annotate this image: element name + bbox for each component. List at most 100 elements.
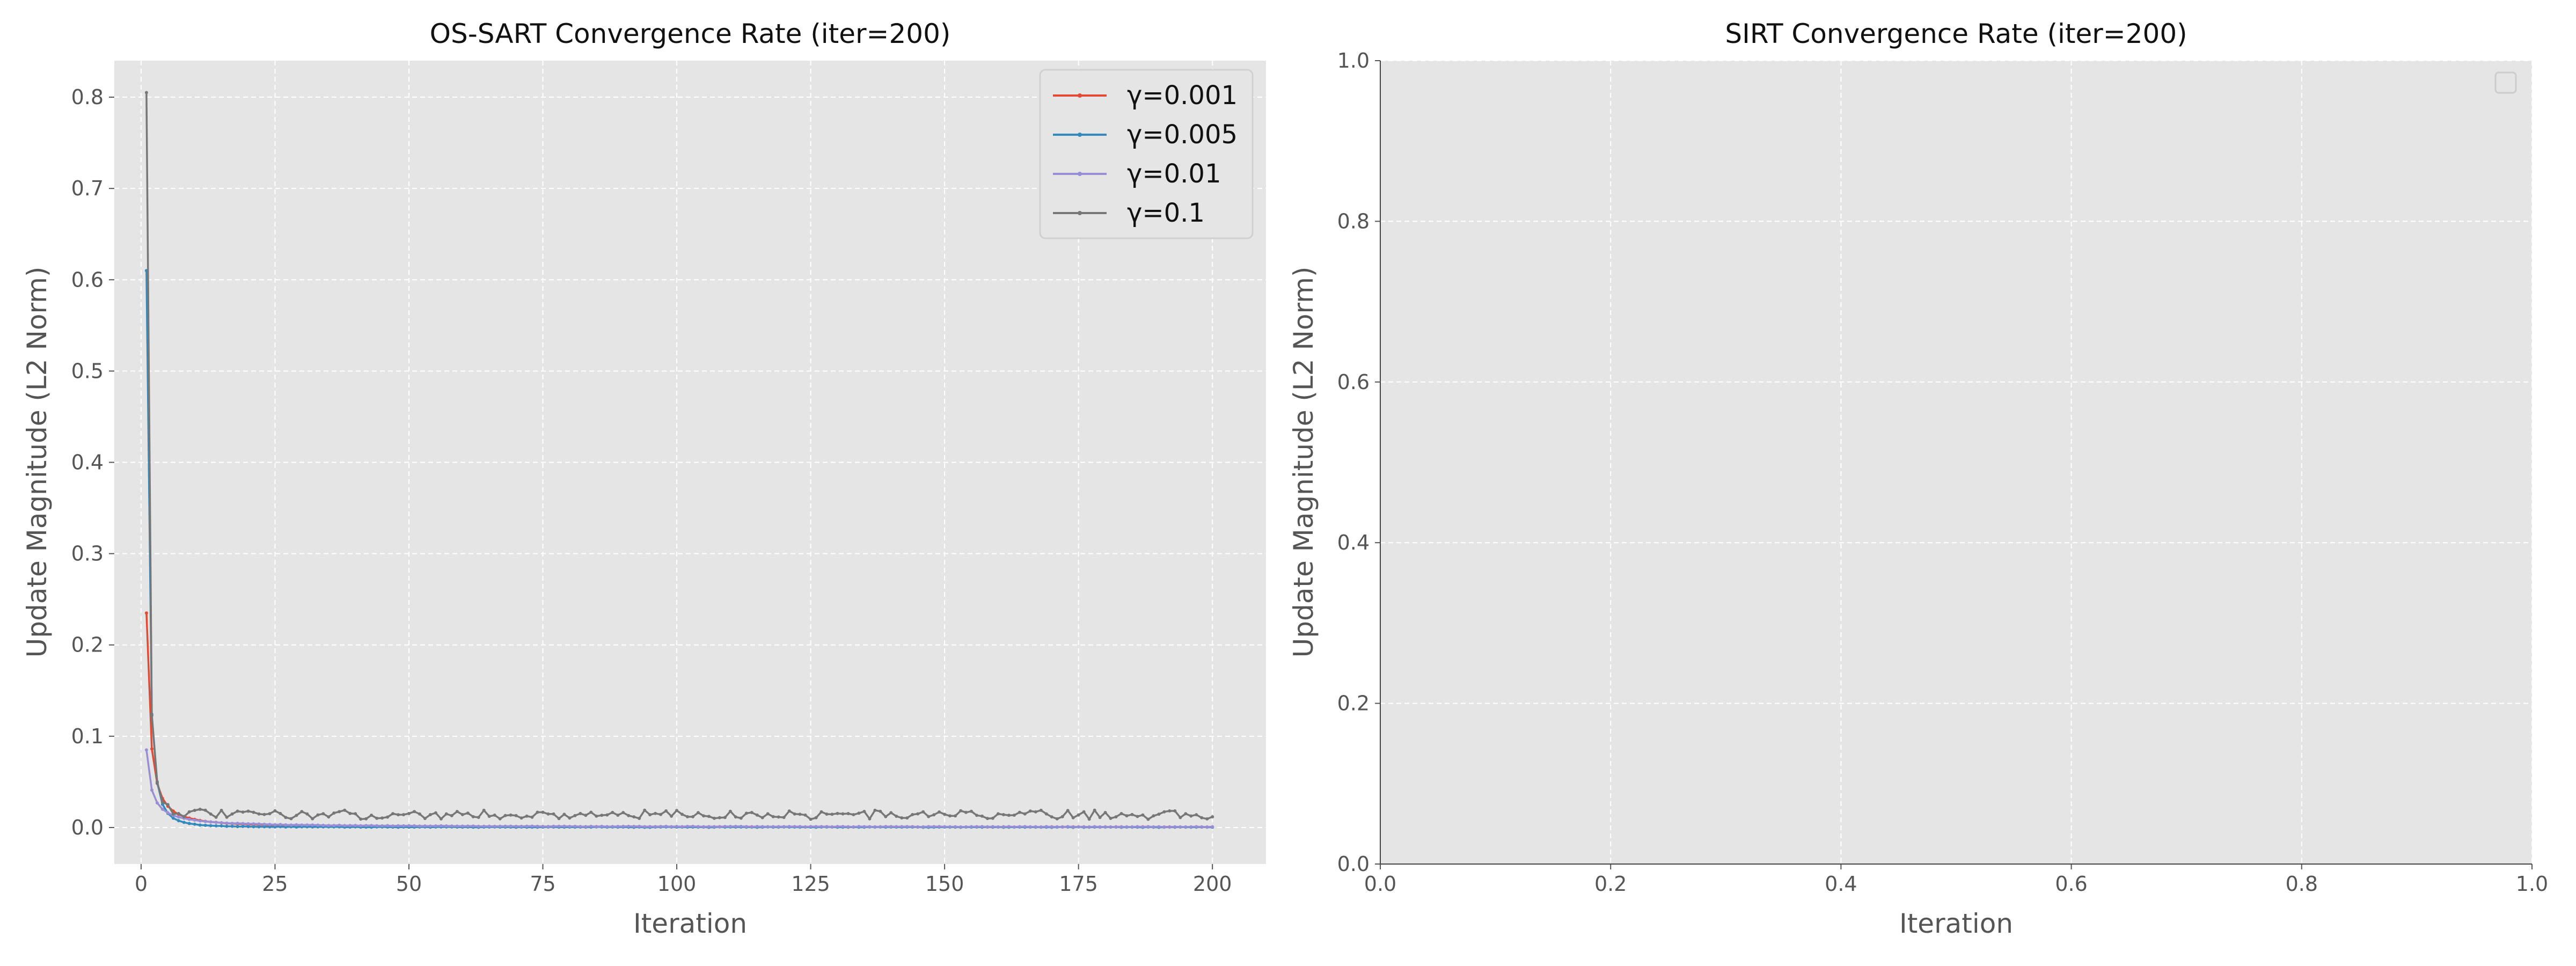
os-sart-grid	[114, 61, 1266, 864]
data-point-gamma-0.01	[391, 824, 394, 828]
data-point-gamma-0.005	[257, 825, 261, 829]
data-point-gamma-0.01	[600, 824, 604, 828]
data-point-gamma-0.01	[514, 824, 518, 828]
data-point-gamma-0.1	[889, 811, 893, 815]
data-point-gamma-0.1	[1055, 817, 1059, 821]
data-point-gamma-0.1	[1205, 817, 1209, 821]
data-point-gamma-0.01	[359, 824, 363, 828]
data-point-gamma-0.1	[1050, 815, 1053, 819]
data-point-gamma-0.01	[482, 824, 486, 828]
data-point-gamma-0.1	[519, 816, 523, 820]
data-point-gamma-0.1	[525, 814, 529, 818]
data-point-gamma-0.1	[552, 812, 555, 816]
data-point-gamma-0.1	[1060, 815, 1064, 818]
data-point-gamma-0.01	[943, 825, 947, 829]
data-point-gamma-0.1	[187, 810, 191, 814]
data-point-gamma-0.1	[873, 808, 877, 812]
data-point-gamma-0.01	[846, 825, 850, 829]
data-point-gamma-0.1	[150, 714, 153, 718]
data-point-gamma-0.1	[750, 811, 753, 814]
data-point-gamma-0.1	[959, 809, 963, 813]
data-point-gamma-0.01	[932, 825, 936, 829]
sirt-plot-area	[1380, 61, 2532, 864]
data-point-gamma-0.1	[418, 812, 421, 816]
data-point-gamma-0.005	[219, 824, 223, 828]
data-point-gamma-0.1	[428, 813, 432, 816]
data-point-gamma-0.1	[723, 816, 727, 819]
data-point-gamma-0.1	[675, 809, 678, 813]
data-point-gamma-0.1	[782, 816, 786, 819]
data-point-gamma-0.01	[836, 825, 839, 829]
data-point-gamma-0.01	[895, 825, 898, 829]
data-point-gamma-0.01	[203, 819, 207, 823]
data-point-gamma-0.01	[279, 823, 282, 826]
data-point-gamma-0.01	[1136, 825, 1139, 829]
data-point-gamma-0.1	[760, 816, 764, 819]
data-point-gamma-0.1	[343, 808, 347, 812]
data-point-gamma-0.01	[257, 822, 261, 826]
data-point-gamma-0.1	[1179, 816, 1182, 819]
data-point-gamma-0.01	[289, 823, 293, 827]
data-point-gamma-0.1	[638, 817, 641, 820]
data-point-gamma-0.1	[1136, 815, 1139, 818]
data-point-gamma-0.005	[295, 825, 298, 829]
data-point-gamma-0.01	[1125, 825, 1129, 829]
data-point-gamma-0.01	[552, 824, 555, 828]
data-point-gamma-0.1	[455, 810, 459, 814]
data-point-gamma-0.1	[803, 813, 807, 817]
data-point-gamma-0.01	[284, 823, 288, 826]
data-point-gamma-0.01	[857, 825, 861, 829]
os-sart-x-tick-label: 175	[1059, 872, 1098, 896]
data-point-gamma-0.1	[482, 808, 486, 812]
data-point-gamma-0.01	[1001, 825, 1005, 829]
data-point-gamma-0.01	[1146, 825, 1150, 829]
data-point-gamma-0.1	[766, 812, 770, 816]
data-point-gamma-0.01	[868, 825, 872, 829]
os-sart-x-tick-label: 100	[657, 872, 697, 896]
data-point-gamma-0.005	[262, 825, 266, 829]
data-point-gamma-0.1	[155, 780, 159, 784]
data-point-gamma-0.01	[444, 824, 448, 828]
data-point-gamma-0.1	[1034, 810, 1037, 814]
data-point-gamma-0.1	[1093, 808, 1096, 812]
data-point-gamma-0.1	[819, 810, 823, 814]
data-point-gamma-0.1	[493, 813, 496, 817]
data-point-gamma-0.01	[316, 823, 320, 827]
sirt-x-tick-label: 0.8	[2286, 872, 2318, 896]
legend-entry-gamma-0.01: γ=0.01	[1053, 159, 1221, 189]
data-point-gamma-0.01	[675, 825, 678, 828]
data-point-gamma-0.1	[825, 813, 829, 816]
data-point-gamma-0.1	[670, 814, 674, 818]
sirt-x-tick-label: 0.4	[1825, 872, 1857, 896]
sirt-x-axis-label: Iteration	[1899, 908, 2013, 939]
data-point-gamma-0.1	[1018, 810, 1021, 814]
data-point-gamma-0.1	[262, 813, 266, 816]
data-point-gamma-0.01	[830, 825, 834, 829]
data-point-gamma-0.01	[177, 815, 180, 819]
data-point-gamma-0.1	[600, 814, 604, 817]
data-point-gamma-0.1	[466, 811, 470, 815]
os-sart-y-tick-label: 0.0	[71, 816, 104, 839]
data-point-gamma-0.01	[1109, 825, 1113, 829]
data-point-gamma-0.01	[611, 825, 614, 829]
data-point-gamma-0.01	[996, 825, 1000, 829]
data-point-gamma-0.1	[1152, 814, 1155, 818]
os-sart-x-axis-label: Iteration	[633, 908, 747, 939]
sirt-y-axis-label: Update Magnitude (L2 Norm)	[1288, 267, 1319, 658]
os-sart-x-tick-label: 25	[262, 872, 288, 896]
data-point-gamma-0.1	[460, 813, 464, 816]
data-point-gamma-0.01	[214, 821, 218, 824]
data-point-gamma-0.01	[455, 824, 459, 828]
data-point-gamma-0.01	[375, 824, 379, 828]
data-point-gamma-0.01	[295, 823, 298, 826]
legend-label-gamma-0.001: γ=0.001	[1127, 80, 1238, 111]
data-point-gamma-0.01	[938, 825, 941, 829]
data-point-gamma-0.01	[728, 825, 732, 828]
os-sart-y-tick-label: 0.8	[71, 85, 104, 109]
legend-marker-gamma-0.005	[1078, 133, 1082, 137]
data-point-gamma-0.01	[348, 824, 352, 828]
data-point-gamma-0.1	[530, 815, 534, 819]
legend-entry-gamma-0.001: γ=0.001	[1053, 80, 1238, 111]
data-point-gamma-0.1	[814, 816, 818, 819]
data-point-gamma-0.01	[273, 823, 277, 826]
